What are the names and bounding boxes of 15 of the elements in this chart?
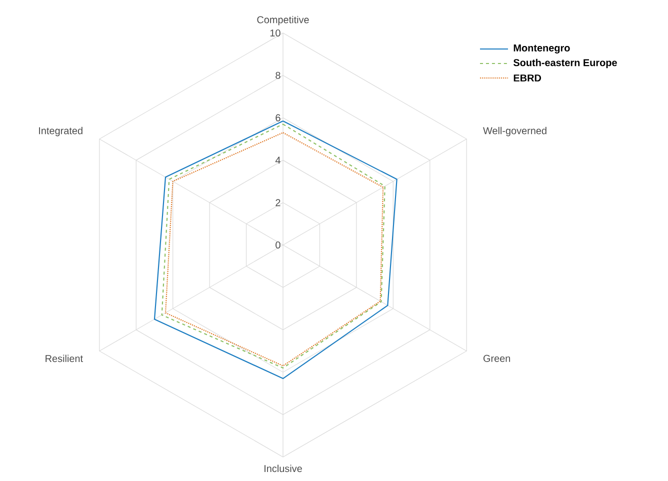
legend-label: Montenegro <box>514 44 570 54</box>
legend-label: EBRD <box>514 74 542 82</box>
y-tick-label: 4 <box>275 156 280 164</box>
spoke-label: Inclusive <box>264 464 302 472</box>
legend-label: South-eastern Europe <box>513 58 617 68</box>
y-tick-label: 2 <box>276 199 280 206</box>
spoke-label: Green <box>483 354 510 362</box>
y-tick-label: 6 <box>276 114 280 122</box>
spoke-label: Integrated <box>39 126 82 136</box>
spoke-label: Competitive <box>257 16 309 26</box>
y-tick-label: 10 <box>270 29 280 37</box>
spoke-label: Well-governed <box>483 126 546 136</box>
y-tick-label: 0 <box>276 241 280 249</box>
y-tick-label: 8 <box>276 72 280 79</box>
spoke-label: Resilient <box>46 354 83 362</box>
